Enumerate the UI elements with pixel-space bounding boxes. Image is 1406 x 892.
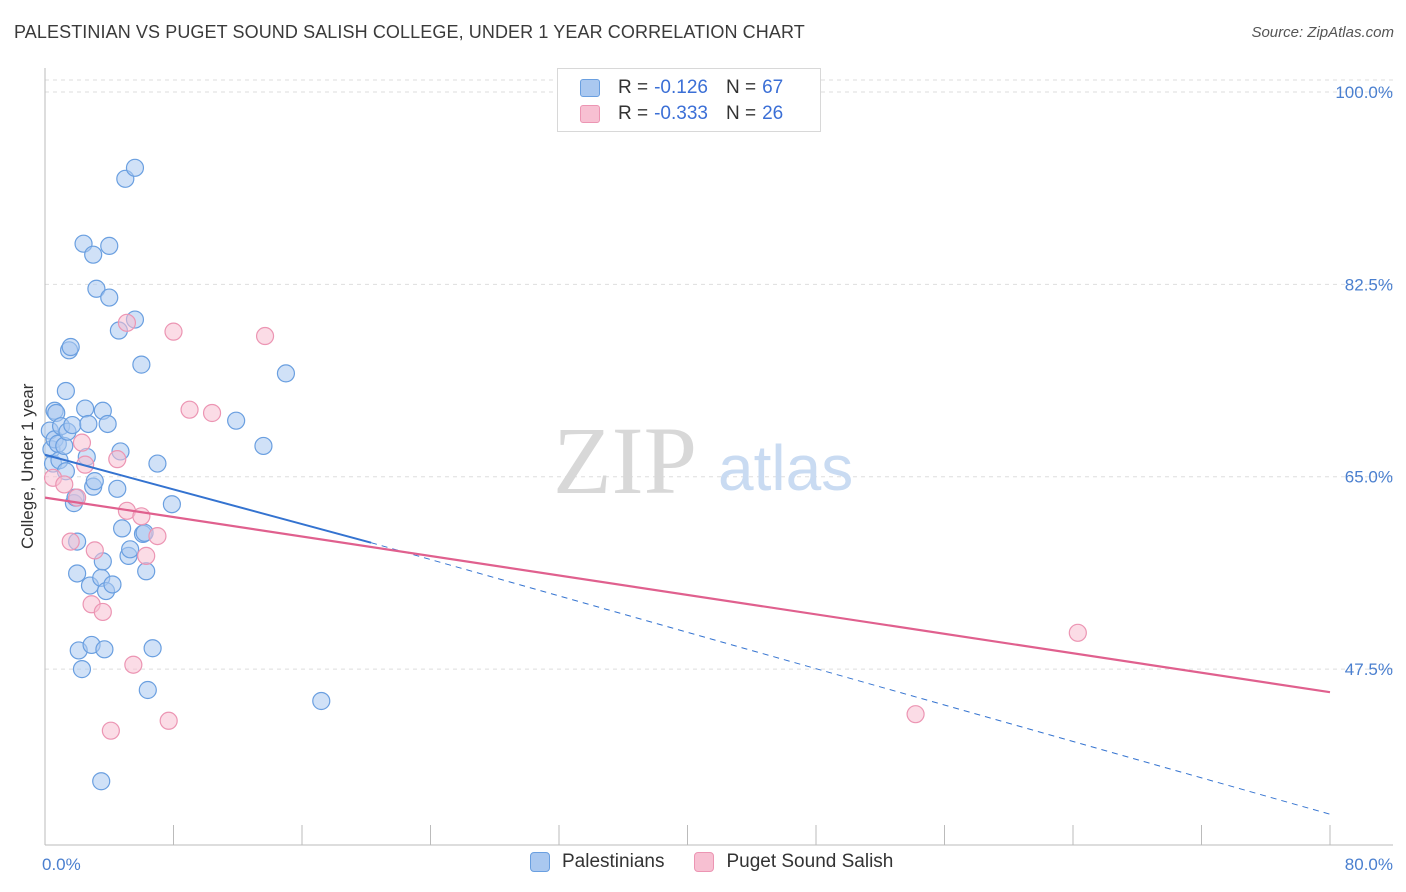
- y-tick-label: 65.0%: [1345, 468, 1393, 487]
- legend-n-label: N =: [725, 103, 757, 124]
- watermark-atlas: atlas: [718, 432, 853, 504]
- legend-item-puget-sound-salish[interactable]: Puget Sound Salish: [694, 851, 893, 873]
- palestinian-point: [61, 337, 80, 357]
- legend-n-value: 67: [762, 77, 784, 98]
- puget-sound-salish-point: [906, 705, 925, 724]
- puget-sound-salish-point: [255, 326, 275, 346]
- palestinian-point: [95, 640, 114, 659]
- palestinian-point: [63, 415, 82, 435]
- source-label: Source: ZipAtlas.com: [1251, 24, 1394, 41]
- legend-item-palestinians[interactable]: Palestinians: [530, 851, 664, 873]
- palestinian-point: [85, 472, 104, 491]
- series-legend: Palestinians Puget Sound Salish: [530, 851, 923, 873]
- legend-row-puget: R = -0.333 N = 26: [580, 102, 783, 126]
- puget-sound-salish-point: [72, 433, 92, 452]
- puget-sound-salish-point: [93, 602, 112, 622]
- tick-labels-layer: 100.0% 82.5% 65.0% 47.5% 0.0% 80.0%: [42, 83, 1393, 874]
- x-tick-label: 80.0%: [1345, 855, 1393, 874]
- palestinian-point: [87, 279, 106, 298]
- legend-n-value: 26: [762, 103, 784, 124]
- legend-row-palestinians: R = -0.126 N = 67: [580, 76, 783, 100]
- palestinian-point: [312, 691, 331, 711]
- palestinian-point: [276, 364, 296, 383]
- palestinian-point: [121, 540, 140, 559]
- palestinian-point: [79, 414, 98, 434]
- palestinian-point: [112, 519, 132, 538]
- palestinian-point: [56, 381, 75, 401]
- puget-sound-salish-point: [148, 526, 167, 546]
- puget-sound-salish-point: [124, 655, 143, 674]
- palestinian-trend-extension: [370, 542, 1331, 815]
- puget-sound-salish-point: [159, 711, 178, 730]
- puget-sound-salish-trend-line: [44, 496, 1331, 694]
- legend-r-value: -0.126: [654, 77, 708, 98]
- legend-n-label: N =: [725, 77, 757, 98]
- palestinian-point: [84, 245, 103, 264]
- trend-lines-layer: [44, 453, 1331, 815]
- palestinian-point: [162, 495, 181, 514]
- palestinian-point: [143, 639, 162, 658]
- palestinian-point: [108, 479, 127, 498]
- puget-sound-salish-point: [55, 475, 74, 494]
- palestinian-point: [98, 414, 117, 434]
- legend-label-palestinians: Palestinians: [562, 851, 665, 872]
- palestinian-point: [148, 454, 167, 473]
- puget-sound-salish-point: [61, 532, 80, 551]
- puget-sound-salish-point: [202, 403, 222, 423]
- palestinian-point: [227, 411, 246, 430]
- palestinian-point: [103, 575, 122, 594]
- chart-title: PALESTINIAN VS PUGET SOUND SALISH COLLEG…: [14, 22, 805, 42]
- puget-sound-salish-point: [101, 721, 120, 740]
- palestinian-point: [92, 772, 111, 791]
- legend-swatch-palestinians: [530, 852, 550, 872]
- legend-swatch-puget-sound-salish: [694, 852, 715, 872]
- x-tick-label: 0.0%: [42, 855, 81, 874]
- puget-sound-salish-point: [137, 546, 156, 565]
- y-tick-label: 47.5%: [1345, 660, 1393, 679]
- palestinian-point: [100, 288, 119, 307]
- legend-r-label: R =: [618, 77, 649, 98]
- palestinian-point: [254, 436, 273, 456]
- grid-layer: [45, 79, 1393, 670]
- palestinian-point: [76, 399, 95, 418]
- watermark: ZIP atlas: [553, 407, 853, 514]
- legend-label-puget-sound-salish: Puget Sound Salish: [726, 851, 894, 872]
- correlation-legend: R = -0.126 N = 67 R = -0.333 N = 26: [557, 68, 821, 132]
- palestinian-point: [68, 564, 87, 583]
- puget-sound-salish-point: [108, 450, 127, 469]
- y-tick-label: 100.0%: [1335, 83, 1393, 102]
- legend-r-label: R =: [618, 103, 649, 124]
- watermark-zip: ZIP: [553, 407, 697, 514]
- puget-sound-salish-point: [164, 322, 183, 341]
- puget-sound-salish-point: [117, 313, 137, 332]
- palestinian-point: [138, 680, 157, 700]
- legend-swatch-blue: [580, 79, 600, 97]
- palestinian-point: [72, 660, 92, 679]
- palestinian-point: [125, 158, 145, 177]
- palestinian-point: [100, 236, 119, 255]
- puget-sound-salish-point: [1068, 623, 1087, 642]
- puget-sound-salish-point: [85, 541, 104, 560]
- palestinian-point: [132, 355, 151, 374]
- legend-swatch-pink: [580, 105, 600, 123]
- y-tick-label: 82.5%: [1345, 275, 1393, 294]
- axis-layer: [44, 68, 1393, 846]
- puget-sound-salish-point: [180, 400, 199, 419]
- palestinian-point: [137, 562, 156, 581]
- palestinian-trend-line: [44, 453, 372, 544]
- legend-r-value: -0.333: [654, 103, 708, 124]
